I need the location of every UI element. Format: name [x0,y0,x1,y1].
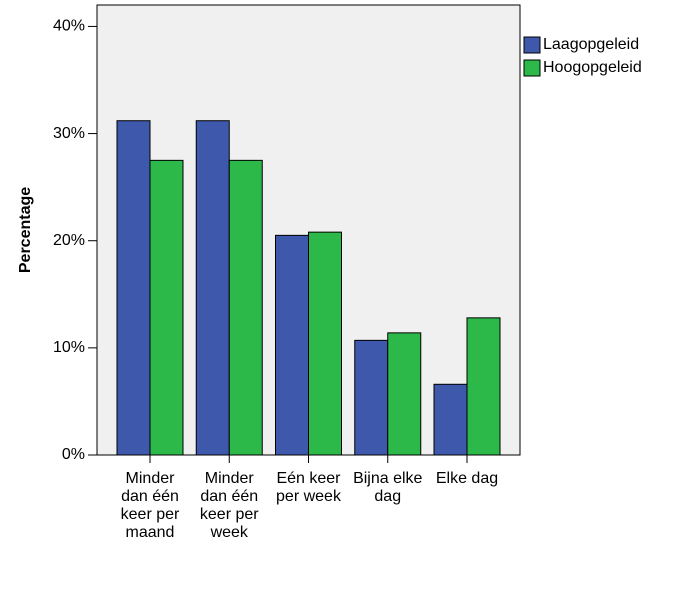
x-tick-label: Elke dag [435,470,499,487]
y-tick-label: 10% [53,339,85,356]
bar [354,339,389,456]
bar [275,234,309,456]
bar [195,120,230,456]
legend-swatch [523,59,541,77]
bar [149,159,184,456]
bar [387,332,422,456]
x-tick-label: Minder dan één keer per maand [120,470,180,541]
bar [308,231,342,456]
y-tick-label: 20% [53,232,85,249]
bar [433,383,468,456]
y-axis-label: Percentage [17,187,34,273]
legend-label: Laagopgeleid [543,36,639,53]
y-tick-label: 30% [53,125,85,142]
y-tick-label: 0% [62,446,85,463]
bar [466,317,501,456]
x-tick-label: Eén keer per week [276,470,341,505]
y-tick-label: 40% [53,18,85,35]
legend-swatch [523,36,541,54]
bar [228,159,263,456]
x-tick-label: Bijna elke dag [353,470,423,505]
legend-label: Hoogopgeleid [543,59,642,76]
bar [116,120,151,456]
x-tick-label: Minder dan één keer per week [199,470,259,541]
